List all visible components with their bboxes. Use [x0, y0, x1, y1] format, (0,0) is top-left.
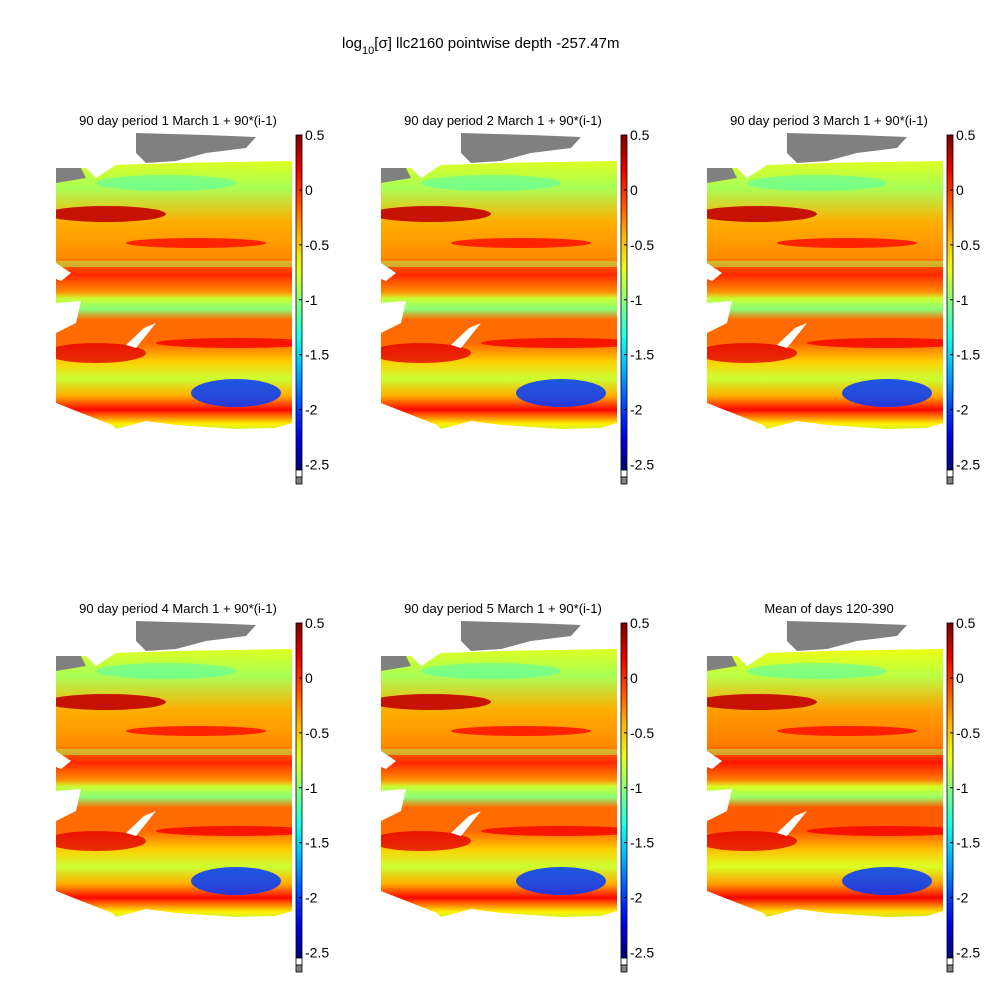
- colorbar-tick-label: -0.5: [305, 237, 329, 253]
- colorbar-tick-label: 0: [305, 670, 313, 686]
- island: [451, 323, 481, 348]
- colorbar-tick-label: -1: [305, 780, 318, 796]
- colorbar-tick-label: -1: [630, 780, 643, 796]
- colorbar-tick-label: 0: [956, 670, 964, 686]
- colorbar: 0.5 0 -0.5 -1 -1.5 -2 -2.5: [295, 615, 329, 973]
- panel-title: Mean of days 120-390: [764, 601, 893, 616]
- colorbar-tick-label: -2: [630, 890, 643, 906]
- land-mask: [56, 168, 86, 183]
- colorbar-tick-label: 0.5: [956, 127, 976, 143]
- colorbar-tick-label: -1.5: [305, 347, 329, 363]
- colorbar-tick-label: -1.5: [956, 347, 980, 363]
- island: [451, 811, 481, 836]
- ocean-field: [381, 649, 617, 917]
- colorbar-tick-label: -2: [305, 890, 318, 906]
- map-panel-5: 90 day period 5 March 1 + 90*(i-1) 0.5 0 -0…: [381, 601, 654, 973]
- map-panel-3: 90 day period 3 March 1 + 90*(i-1) 0.5 0 -0…: [707, 113, 980, 485]
- coast-gap: [381, 751, 396, 769]
- colorbar-tick-label: 0.5: [956, 615, 976, 631]
- colorbar: 0.5 0 -0.5 -1 -1.5 -2 -2.5: [620, 127, 654, 485]
- colorbar: 0.5 0 -0.5 -1 -1.5 -2 -2.5: [620, 615, 654, 973]
- land-mask: [136, 621, 256, 651]
- colorbar-tick-label: 0: [630, 670, 638, 686]
- colorbar-tick-label: -1: [305, 292, 318, 308]
- colorbar-tick-label: -2.5: [956, 945, 980, 961]
- coast-gap: [381, 789, 406, 821]
- panel-title: 90 day period 5 March 1 + 90*(i-1): [404, 601, 602, 616]
- land-mask: [381, 656, 411, 671]
- ocean-field: [707, 161, 943, 429]
- island: [126, 323, 156, 348]
- colorbar-tick-label: 0.5: [630, 615, 650, 631]
- ocean-field: [381, 161, 617, 429]
- colorbar-tick-label: 0.5: [305, 127, 325, 143]
- island: [777, 323, 807, 348]
- colorbar-tick-label: 0: [305, 182, 313, 198]
- colorbar: 0.5 0 -0.5 -1 -1.5 -2 -2.5: [946, 127, 980, 485]
- land-mask: [461, 621, 581, 651]
- land-mask: [787, 133, 907, 163]
- coast-gap: [707, 751, 722, 769]
- colorbar-tick-label: -2: [630, 402, 643, 418]
- coast-gap: [56, 301, 81, 333]
- panel-title: 90 day period 4 March 1 + 90*(i-1): [79, 601, 277, 616]
- colorbar-tick-label: 0.5: [630, 127, 650, 143]
- colorbar-tick-label: -1.5: [305, 835, 329, 851]
- coast-gap: [381, 263, 396, 281]
- island: [777, 811, 807, 836]
- colorbar-tick-label: -1: [956, 292, 969, 308]
- colorbar-tick-label: -0.5: [956, 725, 980, 741]
- colorbar-tick-label: -0.5: [305, 725, 329, 741]
- colorbar-tick-label: -2.5: [956, 457, 980, 473]
- land-mask: [461, 133, 581, 163]
- colorbar-tick-label: -0.5: [956, 237, 980, 253]
- land-mask: [136, 133, 256, 163]
- colorbar: 0.5 0 -0.5 -1 -1.5 -2 -2.5: [295, 127, 329, 485]
- map-panel-1: 90 day period 1 March 1 + 90*(i-1) 0.5 0 -0…: [56, 113, 329, 485]
- land-mask: [787, 621, 907, 651]
- panel-title: 90 day period 2 March 1 + 90*(i-1): [404, 113, 602, 128]
- map-panel-6: Mean of days 120-390 0.5 0 -0.5 -1 -1.5 -2 -2.5: [707, 601, 980, 973]
- figure-title: log10[σ] llc2160 pointwise depth -257.47…: [342, 35, 620, 57]
- land-mask: [707, 656, 737, 671]
- colorbar-tick-label: -2.5: [305, 457, 329, 473]
- colorbar-tick-label: -2.5: [305, 945, 329, 961]
- land-mask: [381, 168, 411, 183]
- ocean-field: [707, 649, 943, 917]
- coast-gap: [56, 789, 81, 821]
- ocean-field: [56, 161, 292, 429]
- land-mask: [707, 168, 737, 183]
- colorbar: 0.5 0 -0.5 -1 -1.5 -2 -2.5: [946, 615, 980, 973]
- colorbar-tick-label: 0.5: [305, 615, 325, 631]
- coast-gap: [56, 263, 71, 281]
- coast-gap: [707, 263, 722, 281]
- colorbar-tick-label: -0.5: [630, 725, 654, 741]
- colorbar-tick-label: -2: [956, 402, 969, 418]
- colorbar-tick-label: -1.5: [956, 835, 980, 851]
- colorbar-tick-label: -2: [956, 890, 969, 906]
- colorbar-tick-label: -1.5: [630, 835, 654, 851]
- colorbar-tick-label: -1.5: [630, 347, 654, 363]
- coast-gap: [381, 301, 406, 333]
- coast-gap: [707, 301, 732, 333]
- colorbar-tick-label: 0: [956, 182, 964, 198]
- coast-gap: [56, 751, 71, 769]
- panel-title: 90 day period 1 March 1 + 90*(i-1): [79, 113, 277, 128]
- colorbar-tick-label: -0.5: [630, 237, 654, 253]
- land-mask: [56, 656, 86, 671]
- map-panel-2: 90 day period 2 March 1 + 90*(i-1) 0.5 0 -0…: [381, 113, 654, 485]
- panel-title: 90 day period 3 March 1 + 90*(i-1): [730, 113, 928, 128]
- colorbar-tick-label: -2.5: [630, 457, 654, 473]
- colorbar-tick-label: 0: [630, 182, 638, 198]
- coast-gap: [707, 789, 732, 821]
- colorbar-tick-label: -2.5: [630, 945, 654, 961]
- map-panel-4: 90 day period 4 March 1 + 90*(i-1) 0.5 0 -0…: [56, 601, 329, 973]
- colorbar-tick-label: -2: [305, 402, 318, 418]
- ocean-field: [56, 649, 292, 917]
- island: [126, 811, 156, 836]
- colorbar-tick-label: -1: [956, 780, 969, 796]
- colorbar-tick-label: -1: [630, 292, 643, 308]
